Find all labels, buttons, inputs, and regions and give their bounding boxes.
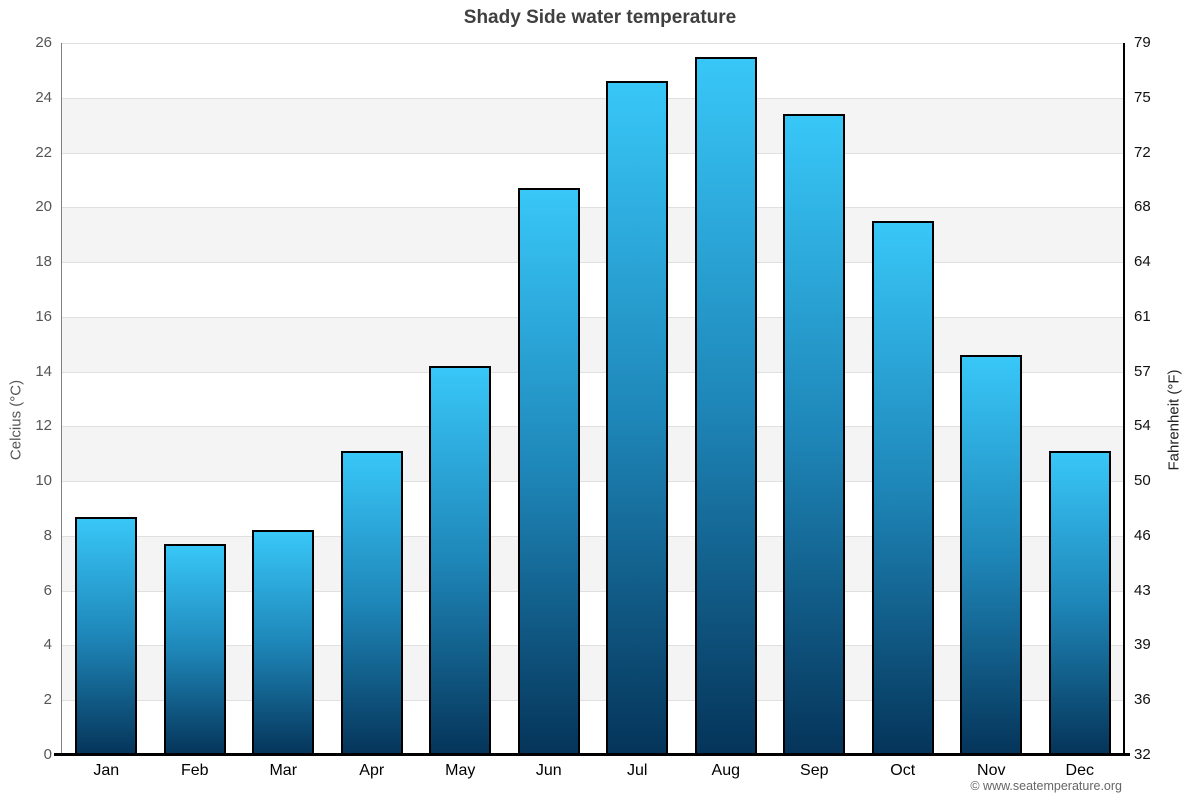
ytick-fahrenheit-64: 64: [1134, 253, 1151, 271]
bar-jun: [517, 188, 580, 755]
ytick-fahrenheit-54: 54: [1134, 417, 1151, 435]
bar-sep: [783, 114, 846, 755]
ytick-celsius-6: 6: [43, 581, 52, 599]
gridline: [62, 262, 1124, 264]
plot-band: [62, 426, 1124, 482]
bar-feb: [163, 544, 226, 755]
ytick-fahrenheit-43: 43: [1134, 581, 1151, 599]
ytick-celsius-24: 24: [35, 88, 52, 106]
bar-may: [429, 366, 492, 755]
gridline: [62, 97, 1124, 99]
xtick-dec: Dec: [1065, 762, 1094, 779]
gridline: [62, 316, 1124, 318]
plot-band: [62, 700, 1124, 755]
bar-nov: [960, 355, 1023, 755]
bottom-axis-line: [54, 753, 1130, 756]
plot-band: [62, 207, 1124, 263]
ytick-celsius-12: 12: [35, 417, 52, 435]
gridline: [62, 590, 1124, 592]
gridline: [62, 43, 1124, 44]
copyright-text: © www.seatemperature.org: [970, 779, 1122, 793]
ytick-celsius-18: 18: [35, 253, 52, 271]
xtick-jun: Jun: [535, 762, 562, 779]
bar-apr: [340, 451, 403, 755]
ytick-fahrenheit-32: 32: [1134, 746, 1151, 763]
ytick-fahrenheit-79: 79: [1134, 34, 1151, 51]
gridline: [62, 700, 1124, 702]
xtick-sep: Sep: [800, 762, 829, 779]
plot-band: [62, 316, 1124, 372]
ytick-fahrenheit-57: 57: [1134, 362, 1151, 380]
ytick-celsius-22: 22: [35, 143, 52, 161]
plot-band: [62, 590, 1124, 646]
bar-oct: [871, 221, 934, 755]
ytick-fahrenheit-61: 61: [1134, 307, 1151, 325]
ytick-fahrenheit-75: 75: [1134, 88, 1151, 106]
xtick-aug: Aug: [711, 762, 740, 779]
gridline: [62, 645, 1124, 647]
bar-aug: [694, 56, 757, 755]
ytick-celsius-0: 0: [43, 746, 52, 763]
ytick-celsius-2: 2: [43, 691, 52, 709]
ytick-celsius-14: 14: [35, 362, 52, 380]
ytick-fahrenheit-68: 68: [1134, 198, 1151, 216]
ytick-celsius-16: 16: [35, 307, 52, 325]
ytick-celsius-26: 26: [35, 34, 52, 51]
xtick-oct: Oct: [890, 762, 916, 779]
left-axis-line: [61, 43, 62, 755]
ytick-fahrenheit-46: 46: [1134, 526, 1151, 544]
xtick-jan: Jan: [93, 762, 120, 779]
plot-band: [62, 645, 1124, 701]
xtick-feb: Feb: [180, 762, 209, 779]
ytick-celsius-4: 4: [43, 636, 52, 654]
gridline: [62, 535, 1124, 537]
gridline: [62, 426, 1124, 428]
right-axis-line: [1123, 43, 1125, 755]
plot-band: [62, 371, 1124, 427]
plot-band: [62, 97, 1124, 153]
plot-band: [62, 535, 1124, 591]
chart-title: Shady Side water temperature: [463, 7, 737, 28]
xtick-mar: Mar: [269, 762, 298, 779]
ytick-fahrenheit-36: 36: [1134, 691, 1151, 709]
ytick-fahrenheit-50: 50: [1134, 472, 1151, 490]
gridline: [62, 481, 1124, 483]
plot-band: [62, 262, 1124, 317]
bar-jul: [606, 81, 669, 755]
plot-area: [62, 43, 1124, 755]
plot-band: [62, 481, 1124, 536]
xtick-jul: Jul: [627, 762, 648, 779]
ytick-celsius-8: 8: [43, 526, 52, 544]
bar-mar: [252, 530, 315, 755]
gridline: [62, 371, 1124, 373]
ytick-celsius-20: 20: [35, 198, 52, 216]
plot-band: [62, 152, 1124, 208]
ytick-fahrenheit-39: 39: [1134, 636, 1151, 654]
bar-dec: [1048, 451, 1111, 755]
bar-jan: [75, 516, 138, 755]
xtick-may: May: [445, 762, 476, 779]
xtick-apr: Apr: [359, 762, 385, 779]
plot-band: [62, 43, 1124, 98]
ytick-celsius-10: 10: [35, 472, 52, 490]
xtick-nov: Nov: [977, 762, 1006, 779]
ytick-fahrenheit-72: 72: [1134, 143, 1151, 161]
gridline: [62, 152, 1124, 154]
gridline: [62, 207, 1124, 209]
